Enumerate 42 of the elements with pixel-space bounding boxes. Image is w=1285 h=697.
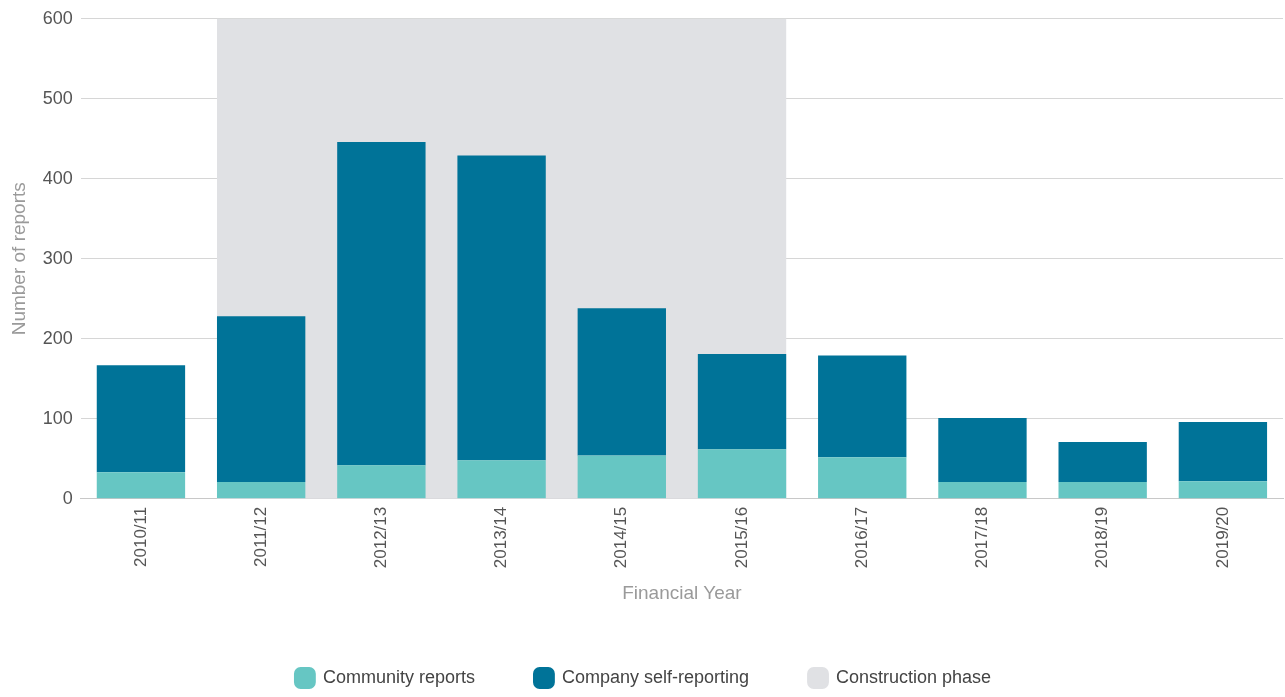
y-tick-label: 100 bbox=[42, 407, 73, 428]
bar bbox=[216, 481, 306, 499]
bar bbox=[697, 353, 787, 450]
x-tick-label: 2018/19 bbox=[1092, 506, 1112, 569]
x-tick-label: 2012/13 bbox=[371, 506, 391, 569]
y-tick-label: 300 bbox=[42, 247, 73, 268]
bar bbox=[1178, 421, 1268, 482]
x-tick-label: 2015/16 bbox=[731, 506, 751, 569]
x-tick-label: 2016/17 bbox=[851, 506, 871, 569]
bar bbox=[337, 465, 426, 499]
bar bbox=[1178, 481, 1268, 499]
x-tick-label: 2019/20 bbox=[1212, 506, 1232, 569]
legend-label: Construction phase bbox=[836, 666, 992, 687]
bar bbox=[1058, 441, 1147, 482]
x-tick-label: 2014/15 bbox=[611, 506, 631, 569]
bar bbox=[577, 455, 666, 499]
y-tick-label: 0 bbox=[62, 487, 73, 508]
y-axis-title: Number of reports bbox=[7, 182, 29, 336]
y-tick-label: 600 bbox=[42, 7, 73, 28]
bar bbox=[457, 460, 546, 499]
x-tick-label: 2013/14 bbox=[491, 506, 511, 569]
bar bbox=[938, 481, 1027, 499]
bar bbox=[818, 457, 907, 499]
bar bbox=[1058, 481, 1147, 499]
x-tick-label: 2010/11 bbox=[130, 506, 150, 567]
bar bbox=[96, 472, 186, 499]
x-tick-label: 2011/12 bbox=[250, 506, 270, 567]
legend-label: Company self-reporting bbox=[561, 666, 750, 687]
y-tick-label: 200 bbox=[42, 327, 73, 348]
x-axis-title: Financial Year bbox=[622, 581, 743, 603]
bar bbox=[337, 141, 426, 466]
x-tick-label: 2017/18 bbox=[972, 506, 992, 569]
y-tick-label: 500 bbox=[42, 87, 73, 108]
bar bbox=[577, 308, 666, 456]
bar bbox=[938, 417, 1027, 482]
bar bbox=[216, 316, 306, 482]
bar bbox=[818, 355, 907, 458]
bar bbox=[96, 365, 186, 473]
y-tick-label: 400 bbox=[42, 167, 73, 188]
bar bbox=[697, 449, 787, 499]
bar bbox=[457, 155, 546, 461]
legend-label: Community reports bbox=[322, 666, 475, 687]
